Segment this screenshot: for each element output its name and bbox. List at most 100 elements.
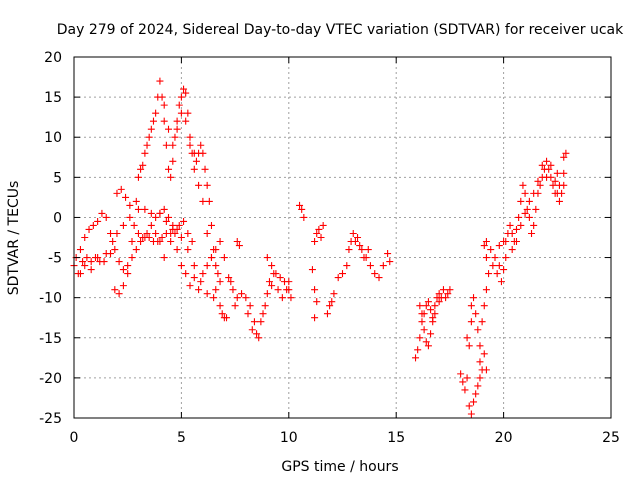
x-tick-label: 5 xyxy=(177,430,186,446)
y-tick-label: -20 xyxy=(39,371,62,387)
data-point xyxy=(165,125,173,133)
data-point xyxy=(420,326,428,334)
data-point xyxy=(227,278,235,286)
data-point xyxy=(560,153,568,161)
data-point xyxy=(435,290,443,298)
data-point xyxy=(474,382,482,390)
data-point xyxy=(160,205,168,213)
data-point xyxy=(465,402,473,410)
data-point xyxy=(143,229,151,237)
data-point xyxy=(467,302,475,310)
data-point xyxy=(233,294,241,302)
data-point xyxy=(263,254,271,262)
data-point xyxy=(313,298,321,306)
data-point xyxy=(467,318,475,326)
data-point xyxy=(562,149,570,157)
data-point xyxy=(470,398,478,406)
data-point xyxy=(508,229,516,237)
data-point xyxy=(502,238,510,246)
data-point xyxy=(424,298,432,306)
data-point xyxy=(242,294,250,302)
data-point xyxy=(134,229,142,237)
data-point xyxy=(195,181,203,189)
y-tick-label: 15 xyxy=(44,90,62,106)
data-point xyxy=(414,346,422,354)
data-point xyxy=(186,141,194,149)
data-point xyxy=(126,201,134,209)
data-point xyxy=(132,246,140,254)
chart-title: Day 279 of 2024, Sidereal Day-to-day VTE… xyxy=(57,22,624,38)
data-point xyxy=(100,258,108,266)
data-point xyxy=(119,282,127,290)
data-point xyxy=(534,177,542,185)
data-point xyxy=(364,246,372,254)
data-point xyxy=(255,334,263,342)
data-point xyxy=(551,177,559,185)
data-point xyxy=(474,326,482,334)
data-point xyxy=(186,282,194,290)
y-tick-label: -5 xyxy=(48,251,62,267)
data-point xyxy=(147,209,155,217)
data-point xyxy=(81,234,89,241)
data-point xyxy=(422,302,430,310)
data-point xyxy=(207,221,215,229)
data-point xyxy=(323,310,331,318)
data-point xyxy=(446,286,454,294)
data-point xyxy=(87,266,95,274)
data-point xyxy=(175,101,183,109)
data-point xyxy=(560,181,568,189)
data-point xyxy=(119,266,127,274)
data-point xyxy=(463,334,471,342)
data-point xyxy=(199,270,207,278)
x-tick-label: 10 xyxy=(280,430,298,446)
data-point xyxy=(502,254,510,262)
data-point xyxy=(205,197,213,205)
data-point xyxy=(167,238,175,246)
data-point xyxy=(480,302,488,310)
plot-points xyxy=(70,77,570,418)
data-point xyxy=(512,238,520,246)
data-point xyxy=(482,366,490,374)
y-tick-label: -25 xyxy=(39,411,62,427)
data-point xyxy=(308,266,316,274)
data-point xyxy=(169,221,177,229)
data-point xyxy=(416,302,424,310)
data-point xyxy=(113,189,121,197)
data-point xyxy=(489,262,497,270)
y-axis: -25 -20 -15 -10 -5 0 5 10 15 20 xyxy=(39,50,611,427)
data-point xyxy=(330,290,338,298)
data-point xyxy=(386,258,394,266)
data-point xyxy=(238,290,246,298)
data-point xyxy=(165,213,173,221)
data-point xyxy=(360,254,368,262)
data-point xyxy=(107,250,115,258)
data-point xyxy=(506,221,514,229)
data-point xyxy=(549,181,557,189)
data-point xyxy=(192,157,200,165)
data-point xyxy=(223,314,231,322)
data-point xyxy=(94,217,102,225)
data-point xyxy=(528,229,536,237)
plot-frame xyxy=(73,56,612,419)
data-point xyxy=(521,209,529,217)
data-point xyxy=(296,201,304,209)
x-tick-label: 20 xyxy=(495,430,513,446)
data-point xyxy=(203,290,211,298)
data-point xyxy=(261,302,269,310)
data-point xyxy=(349,229,357,237)
data-point xyxy=(480,350,488,358)
x-tick-label: 0 xyxy=(70,430,79,446)
data-point xyxy=(244,310,252,318)
data-point xyxy=(141,205,149,213)
data-point xyxy=(158,234,166,241)
data-point xyxy=(128,238,136,246)
data-point xyxy=(530,189,538,197)
data-point xyxy=(171,133,179,141)
data-point xyxy=(149,117,157,125)
data-point xyxy=(311,238,319,246)
data-point xyxy=(476,342,484,350)
data-point xyxy=(268,262,276,270)
data-point xyxy=(257,318,265,326)
data-point xyxy=(169,157,177,165)
data-point xyxy=(315,225,323,233)
